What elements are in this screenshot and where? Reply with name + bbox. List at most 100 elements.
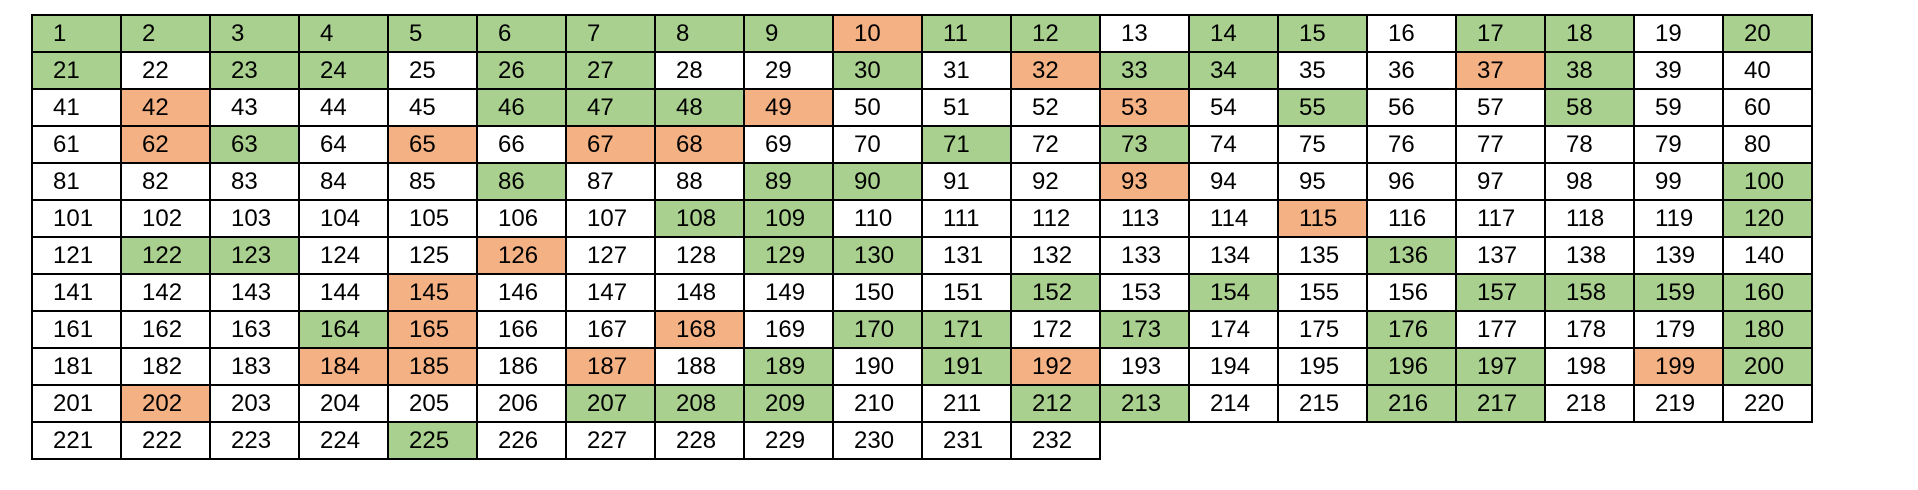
grid-cell: 85 (387, 162, 478, 201)
grid-cell: 88 (654, 162, 745, 201)
grid-cell: 78 (1544, 125, 1635, 164)
grid-cell: 102 (120, 199, 211, 238)
grid-cell: 214 (1188, 384, 1279, 423)
grid-empty-cell (1456, 422, 1545, 459)
grid-row: 41 42 43 44 45 46 47 48 49 50 51 52 53 54 55 56 57 58 59 60 (31, 88, 1813, 127)
grid-cell: 12 (1010, 14, 1101, 53)
grid-cell: 145 (387, 273, 478, 312)
grid-cell: 218 (1544, 384, 1635, 423)
grid-cell: 62 (120, 125, 211, 164)
grid-row: 161 162 163 164 165 166 167 168 169 170 171 172 173 1… (31, 310, 1813, 349)
grid-cell: 124 (298, 236, 389, 275)
grid-cell: 148 (654, 273, 745, 312)
grid-cell: 7 (565, 14, 656, 53)
grid-cell: 146 (476, 273, 567, 312)
grid-cell: 43 (209, 88, 300, 127)
grid-row: 21 22 23 24 25 26 27 28 29 30 31 32 33 34 35 36 37 38 39 40 (31, 51, 1813, 90)
grid-cell: 138 (1544, 236, 1635, 275)
grid-cell: 143 (209, 273, 300, 312)
grid-cell: 131 (921, 236, 1012, 275)
grid-cell: 198 (1544, 347, 1635, 386)
grid-cell: 211 (921, 384, 1012, 423)
grid-cell: 26 (476, 51, 567, 90)
grid-row: 1 2 3 4 5 6 7 8 9 10 11 12 13 14 15 16 17 18 19 20 (31, 14, 1813, 53)
grid-cell: 93 (1099, 162, 1190, 201)
grid-cell: 161 (31, 310, 122, 349)
grid-cell: 127 (565, 236, 656, 275)
grid-cell: 183 (209, 347, 300, 386)
grid-cell: 54 (1188, 88, 1279, 127)
grid-cell: 52 (1010, 88, 1101, 127)
grid-cell: 208 (654, 384, 745, 423)
grid-cell: 227 (565, 421, 656, 460)
grid-cell: 42 (120, 88, 211, 127)
grid-cell: 197 (1455, 347, 1546, 386)
grid-cell: 150 (832, 273, 923, 312)
grid-cell: 91 (921, 162, 1012, 201)
grid-row: 121 122 123 124 125 126 127 128 129 130 131 132 133 1… (31, 236, 1813, 275)
grid-cell: 19 (1633, 14, 1724, 53)
grid-cell: 231 (921, 421, 1012, 460)
grid-cell: 38 (1544, 51, 1635, 90)
grid-cell: 123 (209, 236, 300, 275)
grid-cell: 229 (743, 421, 834, 460)
grid-cell: 53 (1099, 88, 1190, 127)
grid-cell: 47 (565, 88, 656, 127)
grid-cell: 5 (387, 14, 478, 53)
grid-cell: 39 (1633, 51, 1724, 90)
grid-cell: 200 (1722, 347, 1813, 386)
grid-cell: 112 (1010, 199, 1101, 238)
grid-cell: 24 (298, 51, 389, 90)
grid-empty-cell (1278, 422, 1367, 459)
grid-cell: 77 (1455, 125, 1546, 164)
grid-cell: 182 (120, 347, 211, 386)
grid-cell: 13 (1099, 14, 1190, 53)
grid-cell: 87 (565, 162, 656, 201)
grid-cell: 4 (298, 14, 389, 53)
grid-cell: 98 (1544, 162, 1635, 201)
grid-cell: 133 (1099, 236, 1190, 275)
grid-cell: 186 (476, 347, 567, 386)
grid-cell: 196 (1366, 347, 1457, 386)
grid-cell: 144 (298, 273, 389, 312)
grid-cell: 135 (1277, 236, 1368, 275)
grid-cell: 187 (565, 347, 656, 386)
grid-cell: 136 (1366, 236, 1457, 275)
grid-cell: 97 (1455, 162, 1546, 201)
grid-cell: 159 (1633, 273, 1724, 312)
grid-cell: 32 (1010, 51, 1101, 90)
grid-cell: 216 (1366, 384, 1457, 423)
grid-cell: 188 (654, 347, 745, 386)
grid-cell: 10 (832, 14, 923, 53)
grid-cell: 50 (832, 88, 923, 127)
grid-cell: 132 (1010, 236, 1101, 275)
grid-cell: 194 (1188, 347, 1279, 386)
grid-row: 141 142 143 144 145 146 147 148 149 150 151 152 153 1… (31, 273, 1813, 312)
grid-cell: 226 (476, 421, 567, 460)
grid-cell: 177 (1455, 310, 1546, 349)
grid-cell: 6 (476, 14, 567, 53)
grid-cell: 16 (1366, 14, 1457, 53)
grid-row: 221 222 223 224 225 226 227 228 229 230 231 232 (31, 421, 1812, 460)
grid-cell: 118 (1544, 199, 1635, 238)
grid-cell: 204 (298, 384, 389, 423)
grid-cell: 125 (387, 236, 478, 275)
grid-cell: 84 (298, 162, 389, 201)
grid-cell: 89 (743, 162, 834, 201)
grid-cell: 46 (476, 88, 567, 127)
grid-cell: 1 (31, 14, 122, 53)
grid-cell: 11 (921, 14, 1012, 53)
grid-cell: 152 (1010, 273, 1101, 312)
grid-cell: 230 (832, 421, 923, 460)
grid-cell: 33 (1099, 51, 1190, 90)
grid-cell: 72 (1010, 125, 1101, 164)
grid-cell: 99 (1633, 162, 1724, 201)
number-grid: 1 2 3 4 5 6 7 8 9 10 11 12 13 14 15 16 17 18 19 20 21 22 23 24 2… (31, 14, 1813, 460)
grid-cell: 101 (31, 199, 122, 238)
grid-cell: 83 (209, 162, 300, 201)
grid-cell: 120 (1722, 199, 1813, 238)
grid-cell: 173 (1099, 310, 1190, 349)
grid-cell: 57 (1455, 88, 1546, 127)
grid-cell: 23 (209, 51, 300, 90)
grid-cell: 22 (120, 51, 211, 90)
